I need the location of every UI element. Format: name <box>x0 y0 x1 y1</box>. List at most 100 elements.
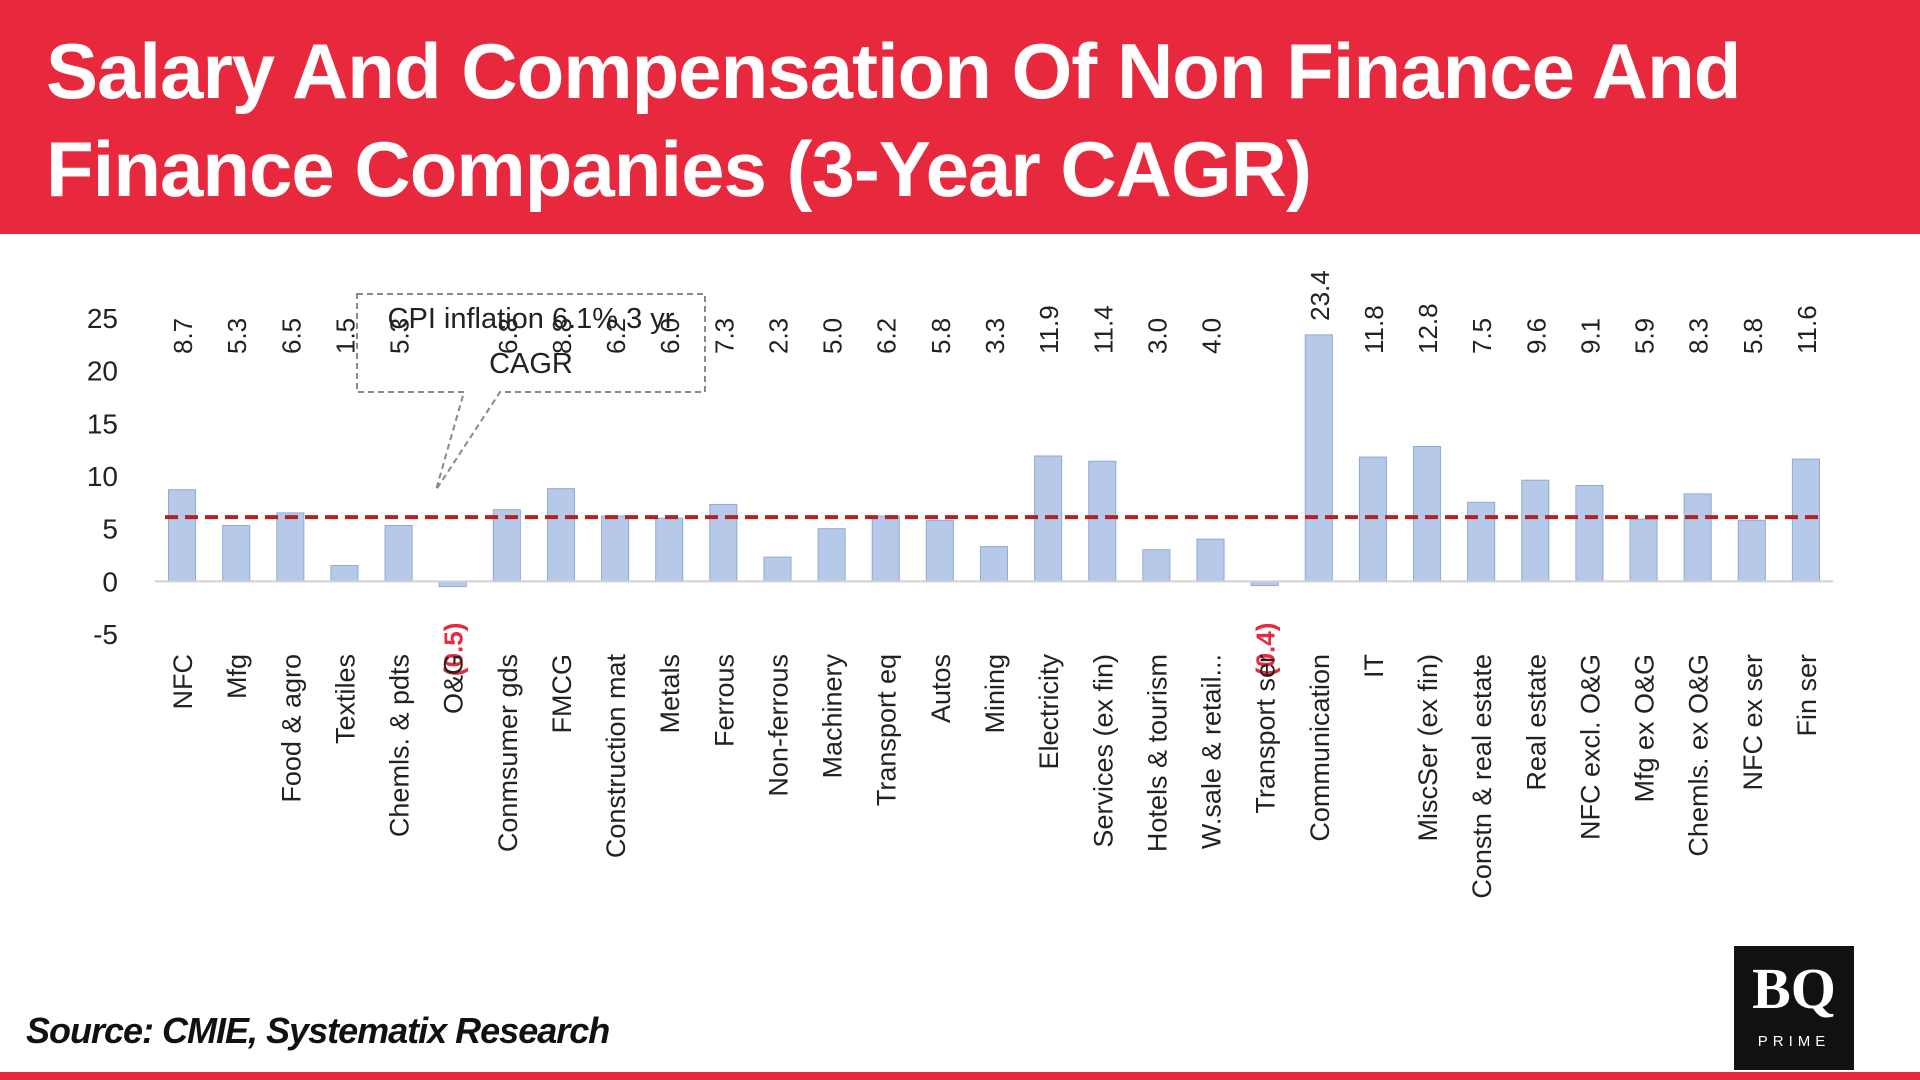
data-label: 5.8 <box>926 318 956 354</box>
category-label: MiscSer (ex fin) <box>1413 654 1443 842</box>
category-label: Mfg ex O&G <box>1630 654 1660 803</box>
data-label: 9.6 <box>1521 318 1551 354</box>
bar <box>655 517 684 582</box>
data-label: 8.8 <box>547 318 577 354</box>
bar <box>222 525 251 582</box>
category-label: Metals <box>655 654 685 734</box>
bar <box>871 515 900 582</box>
bar <box>1521 479 1550 582</box>
category-label: Construction mat <box>601 654 631 859</box>
bar <box>817 528 846 582</box>
cpi-annotation-callout: CPI inflation 6.1% 3 yr CAGR <box>356 293 706 491</box>
bar <box>1358 456 1387 582</box>
data-label: 6.5 <box>276 318 306 354</box>
category-label: Constn & real estate <box>1467 654 1497 899</box>
y-tick-label: 25 <box>87 303 118 334</box>
category-label: IT <box>1359 654 1389 678</box>
data-label: 9.1 <box>1575 318 1605 354</box>
y-tick-label: 5 <box>102 514 118 545</box>
bar <box>925 519 954 582</box>
data-label: 8.3 <box>1684 318 1714 354</box>
data-label: 6.0 <box>655 318 685 354</box>
data-label: 1.5 <box>330 318 360 354</box>
bar <box>168 489 197 582</box>
category-label: Mining <box>980 654 1010 734</box>
category-label: Fin ser <box>1792 654 1822 737</box>
category-label: Textiles <box>330 654 360 744</box>
data-label: 7.5 <box>1467 318 1497 354</box>
data-label: 6.8 <box>493 318 523 354</box>
bar <box>1196 538 1225 582</box>
data-label: 3.3 <box>980 318 1010 354</box>
data-label: 23.4 <box>1305 270 1335 321</box>
data-label: 8.7 <box>168 318 198 354</box>
data-label: 2.3 <box>763 318 793 354</box>
data-label: 6.2 <box>601 318 631 354</box>
y-tick-label: -5 <box>93 619 118 650</box>
category-label: NFC excl. O&G <box>1575 654 1605 840</box>
bar <box>1629 518 1658 582</box>
category-label: Services (ex fin) <box>1088 654 1118 848</box>
y-tick-label: 15 <box>87 408 118 439</box>
data-label: 11.4 <box>1088 305 1118 354</box>
category-label: Transport eq <box>872 654 902 806</box>
y-tick-label: 10 <box>87 461 118 492</box>
callout-text-line1: CPI inflation 6.1% 3 yr <box>388 303 675 335</box>
bar-chart: 25 20 15 10 5 0 -5 CPI inflation 6.1% 3 yr CAG… <box>87 270 1833 899</box>
data-label: 11.9 <box>1034 305 1064 354</box>
bar <box>1304 334 1333 582</box>
bar <box>492 509 521 582</box>
data-label: 11.6 <box>1792 305 1822 354</box>
bar <box>601 515 630 582</box>
callout-box <box>356 293 706 491</box>
category-label: Chemls. ex O&G <box>1684 654 1714 857</box>
category-label: Autos <box>926 654 956 723</box>
category-label: Mfg <box>222 654 252 699</box>
bottom-accent-bar <box>0 1072 1920 1080</box>
category-label: Food & agro <box>276 654 306 803</box>
bar <box>1413 446 1442 582</box>
category-label: Hotels & tourism <box>1142 654 1172 852</box>
category-label: Real estate <box>1521 654 1551 791</box>
category-label: Chemls. & pdts <box>385 654 415 837</box>
category-label: Communication <box>1305 654 1335 842</box>
y-axis: 25 20 15 10 5 0 -5 <box>87 303 118 650</box>
logo-mark: BQ <box>1752 956 1836 1021</box>
bar-series <box>168 334 1820 588</box>
bar <box>1088 460 1117 582</box>
header-banner: Salary And Compensation Of Non Finance A… <box>0 0 1920 234</box>
data-label: 5.3 <box>222 318 252 354</box>
bar <box>979 546 1009 582</box>
data-label: 5.3 <box>385 318 415 354</box>
data-label: 7.3 <box>709 318 739 354</box>
data-label: 6.2 <box>872 318 902 354</box>
bar <box>1791 458 1820 582</box>
category-label: Conmsumer gds <box>493 654 523 852</box>
bar <box>1683 493 1712 582</box>
category-label: Transport ser <box>1251 654 1281 814</box>
data-label: 4.0 <box>1197 318 1227 354</box>
data-label: (0.5) <box>439 623 469 676</box>
y-tick-label: 0 <box>102 566 118 597</box>
data-label: 3.0 <box>1142 318 1172 354</box>
logo-subtext: PRIME <box>1757 1033 1831 1050</box>
bar <box>384 525 413 582</box>
category-label: Non-ferrous <box>763 654 793 797</box>
bar <box>1467 501 1496 582</box>
data-label: 5.8 <box>1738 318 1768 354</box>
category-label: Ferrous <box>709 654 739 747</box>
bar <box>546 488 576 582</box>
category-label: O&G <box>439 654 469 714</box>
data-labels: 8.7 5.3 6.5 1.5 5.3 (0.5) 6.8 8.8 6.2 6.0 7.3 2.3 5.… <box>168 270 1822 676</box>
bar <box>763 556 792 582</box>
category-label: Electricity <box>1034 654 1064 770</box>
bar <box>276 512 305 582</box>
bar <box>1575 484 1604 582</box>
bq-prime-logo: BQ PRIME <box>1734 946 1854 1070</box>
category-label: NFC ex ser <box>1738 654 1768 791</box>
category-label: NFC <box>168 654 198 710</box>
x-axis-category-labels: NFC Mfg Food & agro Textiles Chemls. & pdts O… <box>168 654 1822 899</box>
bar <box>330 565 359 582</box>
data-label: 5.9 <box>1630 318 1660 354</box>
callout-text-line2: CAGR <box>489 348 573 380</box>
